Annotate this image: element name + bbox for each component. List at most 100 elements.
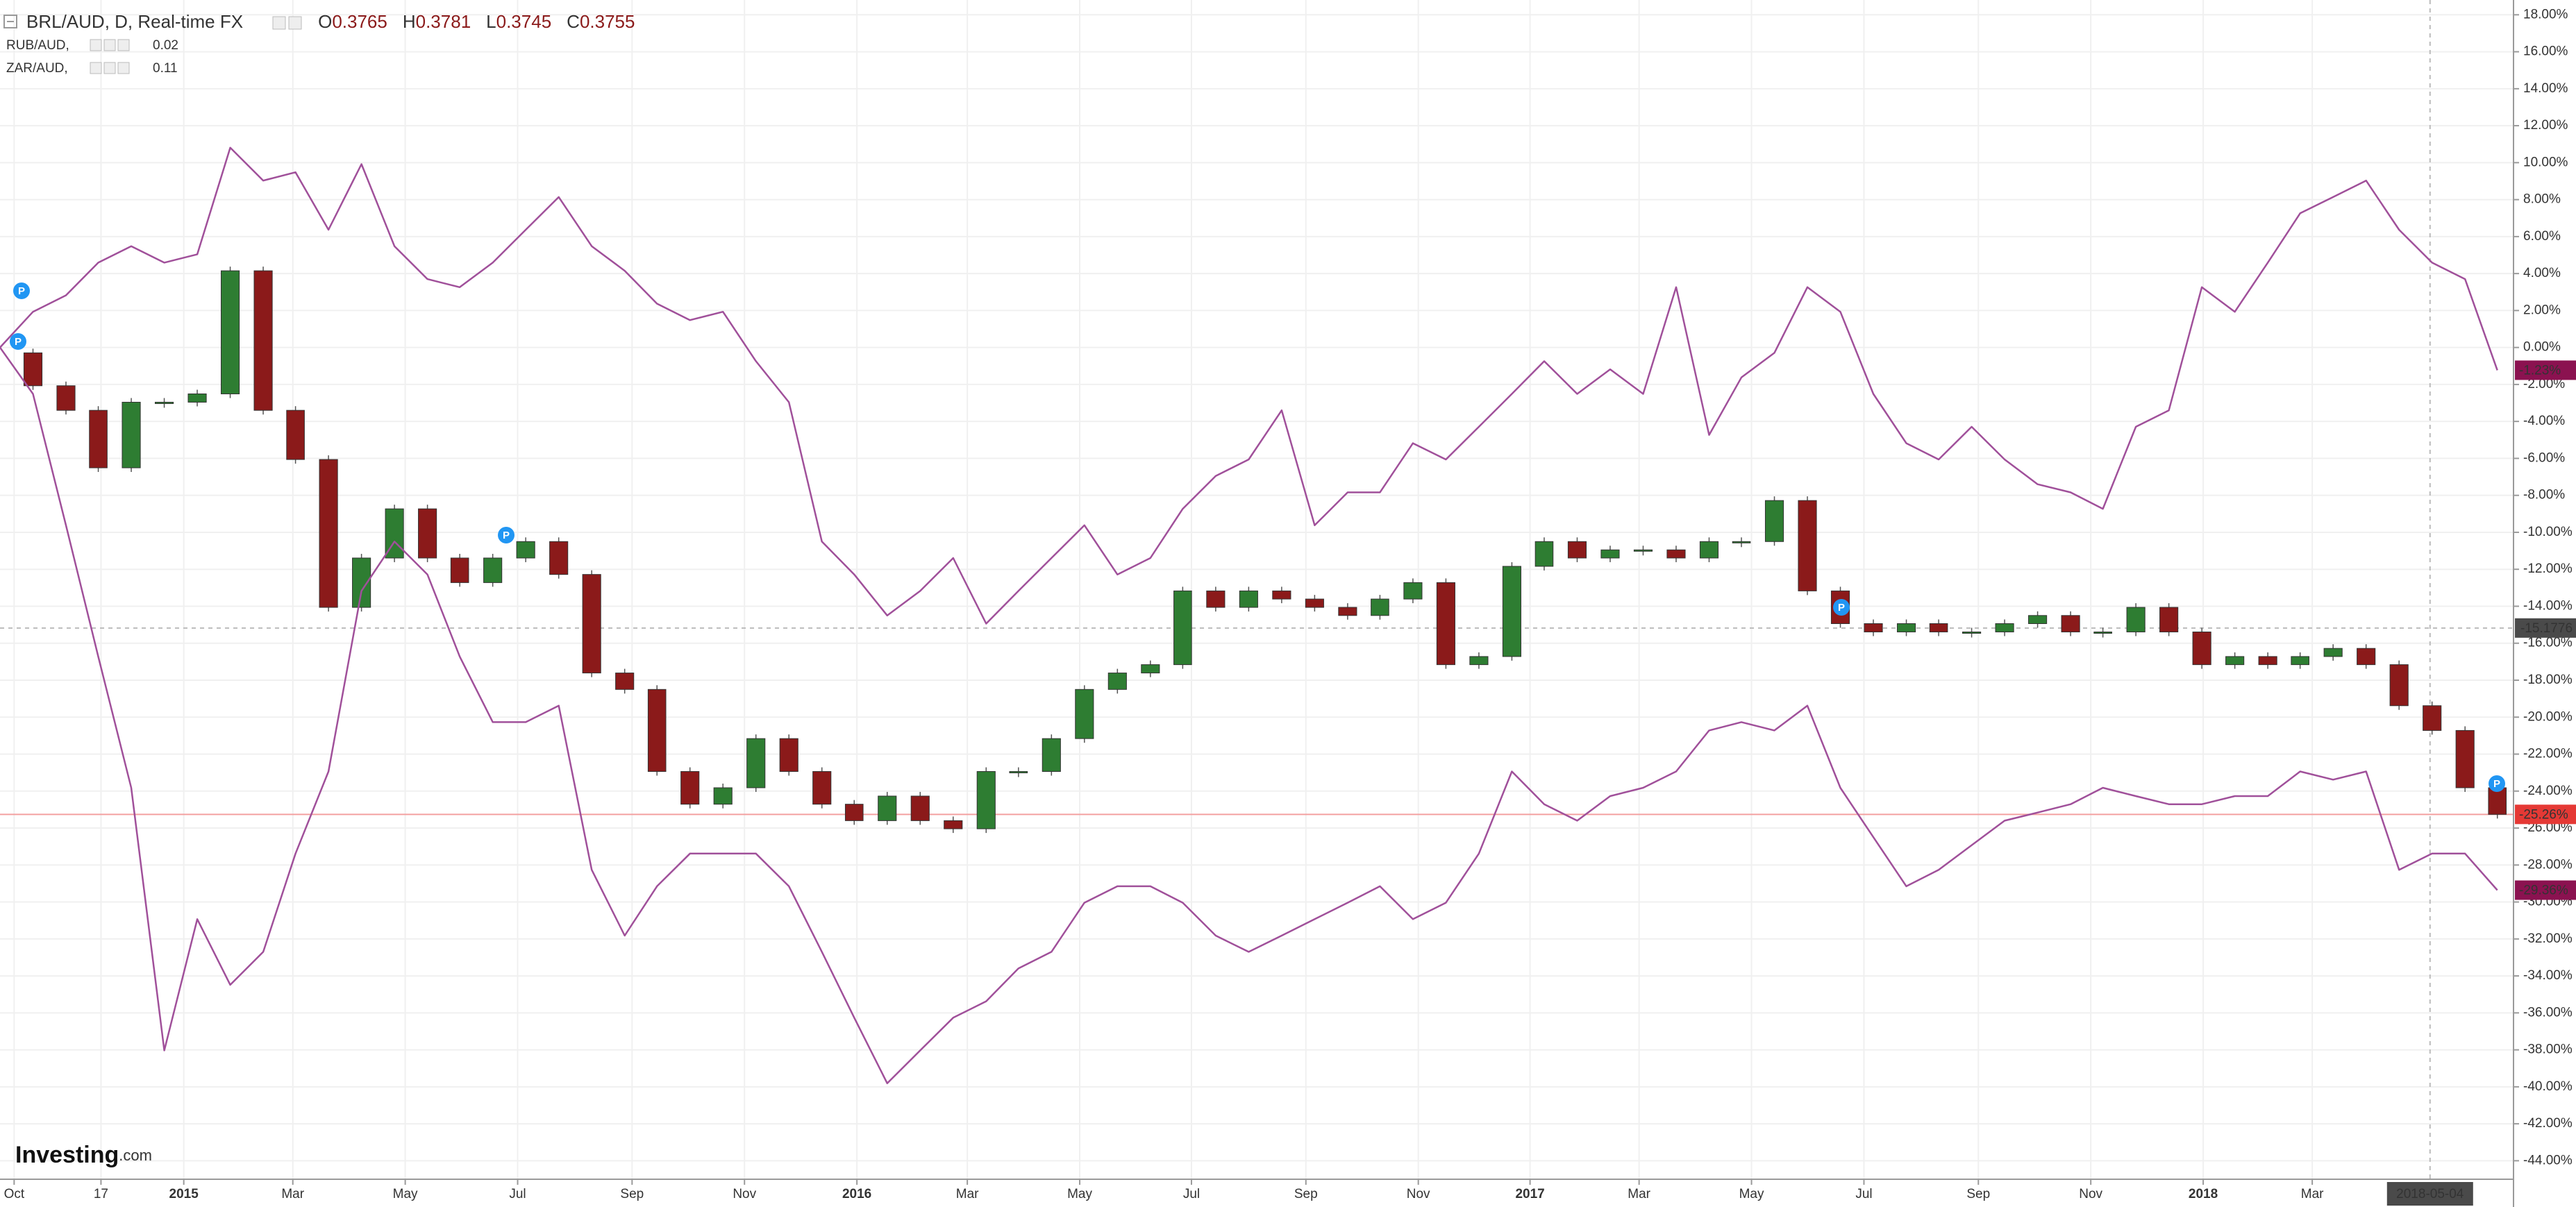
- candle: [220, 270, 240, 394]
- settings-icon[interactable]: [272, 16, 286, 30]
- candle: [23, 352, 43, 387]
- candle: [2357, 648, 2376, 666]
- candle: [450, 557, 469, 583]
- candle: [1962, 631, 1982, 634]
- event-marker-label: P: [18, 285, 25, 297]
- candle: [1864, 623, 1883, 632]
- x-tick-label: Jul: [1855, 1187, 1872, 1201]
- candle: [1600, 549, 1620, 559]
- candle: [812, 771, 832, 805]
- event-marker[interactable]: [10, 333, 26, 350]
- y-tick-label: -42.00%: [2523, 1116, 2573, 1131]
- ohlc-key: L: [486, 11, 496, 32]
- event-marker[interactable]: [498, 527, 515, 543]
- y-tick-label: -8.00%: [2523, 488, 2565, 503]
- ohlc-key: C: [567, 11, 580, 32]
- x-tick-label: May: [1739, 1187, 1764, 1201]
- y-tick-label: -40.00%: [2523, 1079, 2573, 1094]
- plot: [0, 0, 2514, 1179]
- event-marker-label: P: [15, 336, 22, 348]
- y-tick-label: -24.00%: [2523, 784, 2573, 798]
- candle: [1403, 582, 1423, 600]
- x-tick-label: Oct: [4, 1187, 25, 1201]
- candle: [2455, 729, 2475, 788]
- y-tick-label: 2.00%: [2523, 303, 2561, 317]
- y-tick-label: -12.00%: [2523, 562, 2573, 576]
- candle: [1272, 590, 1291, 600]
- y-tick-label: -34.00%: [2523, 968, 2573, 983]
- price-label: -1.23%: [2519, 363, 2561, 378]
- y-tick-label: 14.00%: [2523, 81, 2568, 96]
- candle: [2093, 631, 2112, 634]
- candle: [1338, 607, 1357, 616]
- candle: [1173, 590, 1192, 666]
- y-tick-label: -36.00%: [2523, 1005, 2573, 1020]
- candle: [418, 508, 437, 559]
- legend-name: RUB/AUD,: [6, 38, 69, 53]
- price-label-bg: [2515, 804, 2576, 825]
- candle: [1798, 500, 1817, 591]
- legend: RUB/AUD, 0.02 ZAR/AUD, 0.11: [6, 38, 178, 76]
- candle: [944, 820, 963, 829]
- series-line: [0, 346, 2498, 1085]
- price-label-bg: [2515, 360, 2576, 380]
- candle: [878, 795, 897, 821]
- x-tick-label: Nov: [2079, 1187, 2102, 1201]
- header-icons: [90, 16, 302, 74]
- x-tick-label: 2016: [842, 1187, 871, 1201]
- legend-icon[interactable]: [103, 39, 116, 51]
- candle: [910, 795, 930, 821]
- collapse-icon[interactable]: [3, 15, 17, 28]
- legend-value: 0.02: [153, 38, 178, 53]
- candle: [89, 410, 108, 469]
- candle: [286, 410, 305, 460]
- crosshair-x-label: 2018-05-04: [2396, 1187, 2464, 1201]
- y-tick-label: -44.00%: [2523, 1153, 2573, 1167]
- legend-icon[interactable]: [103, 62, 116, 74]
- y-tick-label: -2.00%: [2523, 377, 2565, 391]
- candle: [56, 385, 76, 411]
- legend-name: ZAR/AUD,: [6, 61, 68, 76]
- y-tick-label: -18.00%: [2523, 673, 2573, 687]
- x-tick-label: Mar: [956, 1187, 979, 1201]
- legend-icon[interactable]: [90, 39, 102, 51]
- candle: [1436, 582, 1455, 666]
- y-tick-label: -38.00%: [2523, 1043, 2573, 1057]
- ohlc-key: O: [318, 11, 332, 32]
- y-tick-label: -20.00%: [2523, 709, 2573, 724]
- hide-icon[interactable]: [288, 16, 302, 30]
- y-tick-label: -32.00%: [2523, 931, 2573, 946]
- event-marker[interactable]: [13, 282, 30, 299]
- candle: [1567, 541, 1587, 559]
- x-tick-label: 2017: [1515, 1187, 1544, 1201]
- price-label: -25.26%: [2519, 807, 2568, 822]
- candle: [253, 270, 273, 411]
- candle: [2423, 705, 2442, 731]
- candle: [1534, 541, 1554, 567]
- legend-icon[interactable]: [90, 62, 102, 74]
- legend-icon[interactable]: [117, 39, 130, 51]
- candle: [2389, 664, 2409, 707]
- legend-icon[interactable]: [117, 62, 130, 74]
- y-tick-label: 10.00%: [2523, 155, 2568, 169]
- logo-brand: Investing: [15, 1142, 119, 1168]
- ohlc-key: H: [403, 11, 416, 32]
- event-marker[interactable]: [2489, 775, 2505, 792]
- y-tick-label: -10.00%: [2523, 525, 2573, 539]
- x-tick-label: Sep: [620, 1187, 644, 1201]
- y-tick-label: 16.00%: [2523, 44, 2568, 59]
- crosshair-y-label-bg: [2515, 618, 2576, 638]
- candle: [1995, 623, 2014, 632]
- candle: [647, 689, 667, 773]
- legend-value: 0.11: [153, 61, 178, 76]
- candle: [1732, 541, 1751, 543]
- event-marker[interactable]: [1833, 599, 1850, 616]
- price-label-bg: [2515, 880, 2576, 900]
- event-markers: P P P P P: [10, 282, 2505, 792]
- y-tick-label: -22.00%: [2523, 747, 2573, 761]
- ohlc-value: 0.3765: [332, 11, 387, 32]
- y-tick-label: -4.00%: [2523, 414, 2565, 428]
- x-tick-label: Sep: [1966, 1187, 1990, 1201]
